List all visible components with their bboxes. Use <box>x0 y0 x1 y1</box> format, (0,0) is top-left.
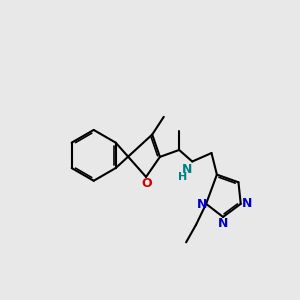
Text: N: N <box>197 198 207 211</box>
Text: N: N <box>182 164 192 176</box>
Text: N: N <box>242 197 252 210</box>
Text: O: O <box>142 177 152 190</box>
Text: H: H <box>178 172 187 182</box>
Text: N: N <box>218 217 228 230</box>
